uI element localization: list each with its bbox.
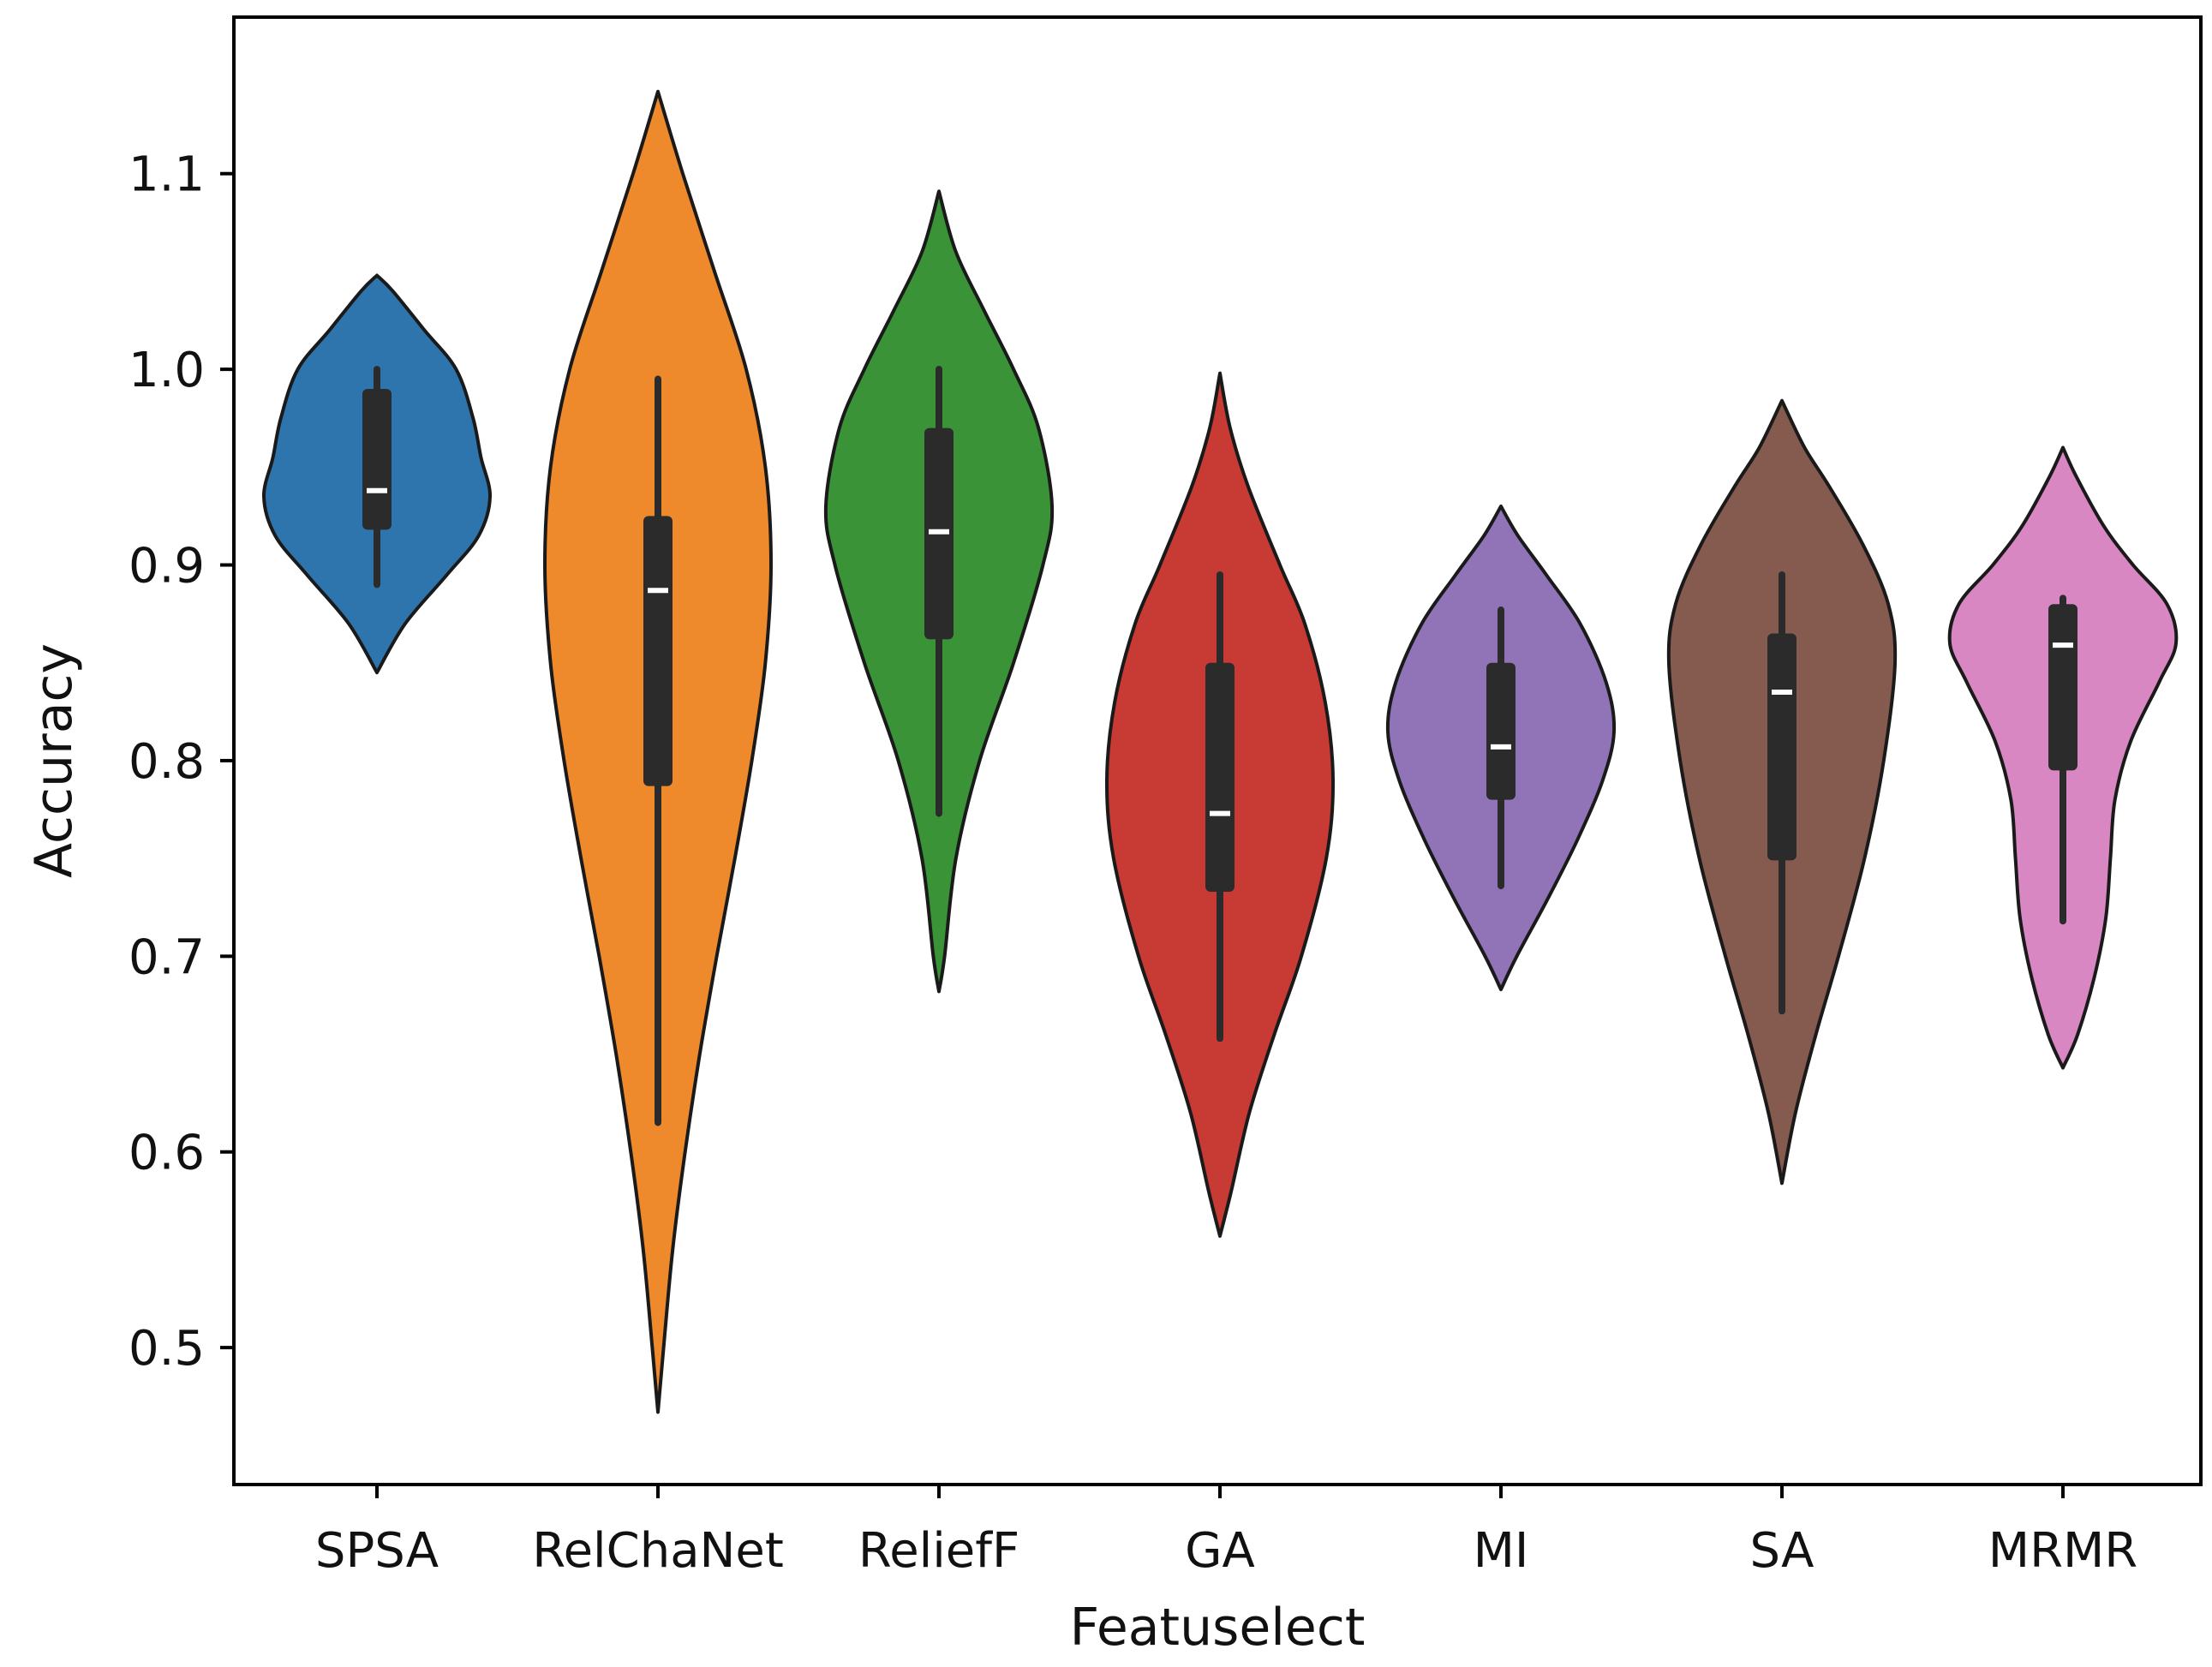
iqr-box-relchanet (643, 516, 673, 786)
y-axis: 0.5 0.6 0.7 0.8 0.9 1.0 1.1 (129, 147, 234, 1377)
iqr-box-mi (1486, 662, 1516, 800)
x-tick-label-relieff: ReliefF (858, 1523, 1019, 1579)
y-axis-title: Accuracy (24, 643, 84, 878)
x-axis: SPSA RelChaNet ReliefF GA MI SA MRMR (315, 1485, 2137, 1579)
y-tick-label: 1.0 (129, 343, 205, 398)
y-tick-label: 0.5 (129, 1321, 205, 1377)
x-axis-title: Featuselect (1070, 1598, 1366, 1658)
y-tick-label: 0.9 (129, 539, 205, 595)
x-tick-label-mi: MI (1474, 1523, 1529, 1579)
x-tick-label-mrmr: MRMR (1988, 1523, 2137, 1579)
x-tick-label-sa: SA (1750, 1523, 1814, 1579)
iqr-box-spsa (362, 388, 392, 530)
violins-layer (261, 89, 2179, 1414)
iqr-box-ga (1205, 662, 1235, 892)
y-tick-label: 0.8 (129, 734, 205, 790)
boxes-layer (362, 366, 2077, 1126)
x-tick-label-relchanet: RelChaNet (532, 1523, 784, 1579)
x-tick-label-ga: GA (1185, 1523, 1255, 1579)
y-tick-label: 0.7 (129, 929, 205, 985)
iqr-box-sa (1767, 633, 1797, 861)
y-tick-label: 1.1 (129, 147, 205, 203)
plot-frame (232, 15, 2203, 1486)
x-tick-label-spsa: SPSA (315, 1523, 439, 1579)
y-tick-label: 0.6 (129, 1126, 205, 1181)
iqr-box-mrmr (2048, 604, 2077, 771)
